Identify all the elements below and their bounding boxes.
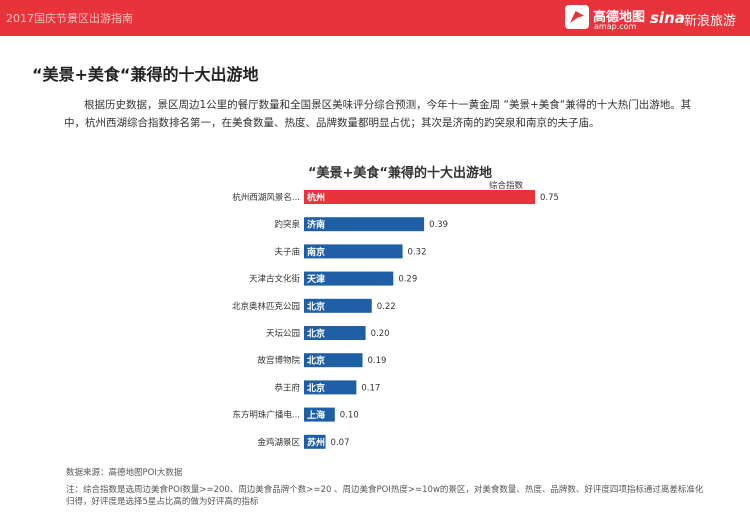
bars-group: 杭州西湖风景名... 杭州 0.75 趵突泉 济南 0.39 夫子庙 南京 0.32 天津古文化街… bbox=[232, 190, 559, 449]
bar-value-label: 0.20 bbox=[371, 329, 390, 339]
category-label: 趵突泉 bbox=[274, 219, 300, 230]
bar-value-label: 0.10 bbox=[340, 411, 359, 421]
bar bbox=[304, 353, 363, 368]
bar-city-label: 杭州 bbox=[307, 192, 325, 204]
bar-value-label: 0.39 bbox=[429, 220, 448, 230]
chart-title: “美景+美食“兼得的十大出游地 bbox=[308, 165, 492, 181]
bar-city-label: 南京 bbox=[307, 246, 325, 258]
report-title: 2017国庆节景区出游指南 bbox=[6, 12, 133, 25]
amap-name: 高德地图 bbox=[593, 10, 646, 25]
bar-value-label: 0.75 bbox=[540, 193, 559, 203]
bar bbox=[304, 407, 335, 422]
bar-value-label: 0.22 bbox=[377, 302, 396, 312]
category-label: 故宫博物院 bbox=[257, 355, 300, 366]
footnote: 注：综合指数是选周边美食POI数量>=200、周边美食品牌个数>=20 、周边美… bbox=[66, 485, 704, 507]
category-label: 东方明珠广播电... bbox=[232, 410, 300, 421]
category-label: 夫子庙 bbox=[274, 246, 300, 257]
bar-city-label: 北京 bbox=[307, 382, 325, 394]
bar bbox=[304, 217, 425, 232]
bar bbox=[304, 244, 403, 259]
category-label: 恭王府 bbox=[274, 382, 300, 393]
bar-city-label: 北京 bbox=[307, 328, 325, 340]
bar-city-label: 上海 bbox=[307, 409, 325, 421]
bar-city-label: 北京 bbox=[307, 355, 325, 367]
intro-paragraph: 根据历史数据，景区周边1公里的餐厅数量和全国景区美味评分综合预测，今年十一黄金周… bbox=[64, 99, 692, 129]
bar-value-label: 0.29 bbox=[398, 275, 417, 285]
bar-city-label: 济南 bbox=[307, 219, 325, 231]
category-label: 天津古文化街 bbox=[249, 274, 301, 285]
bar bbox=[304, 190, 535, 204]
bar-city-label: 北京 bbox=[307, 300, 325, 312]
amap-logo-icon bbox=[565, 5, 589, 29]
bar bbox=[304, 326, 366, 340]
top-banner: 2017国庆节景区出游指南 高德地图 amap.com sina 新浪旅游 bbox=[0, 0, 750, 36]
bar-value-label: 0.07 bbox=[331, 438, 350, 448]
category-label: 金鸡湖景区 bbox=[257, 437, 300, 448]
bar-city-label: 苏州 bbox=[307, 436, 325, 448]
bar bbox=[304, 380, 357, 395]
category-label: 杭州西湖风景名... bbox=[232, 192, 300, 203]
bar-city-label: 天津 bbox=[307, 273, 325, 285]
sina-logo: sina bbox=[650, 9, 685, 27]
chart-index-label: 综合指数 bbox=[489, 180, 524, 191]
bar bbox=[304, 298, 372, 313]
bar bbox=[304, 271, 394, 286]
data-source: 数据来源：高德地图POI大数据 bbox=[66, 468, 183, 478]
amap-domain: amap.com bbox=[594, 22, 637, 31]
bar-value-label: 0.17 bbox=[361, 383, 380, 393]
sina-travel-label: 新浪旅游 bbox=[684, 14, 737, 29]
category-label: 天坛公园 bbox=[266, 328, 300, 339]
bar-value-label: 0.32 bbox=[408, 247, 427, 257]
bar-value-label: 0.19 bbox=[368, 356, 387, 366]
bar bbox=[304, 434, 326, 449]
category-label: 北京奥林匹克公园 bbox=[232, 301, 300, 312]
page-headline: “美景+美食“兼得的十大出游地 bbox=[32, 65, 259, 84]
